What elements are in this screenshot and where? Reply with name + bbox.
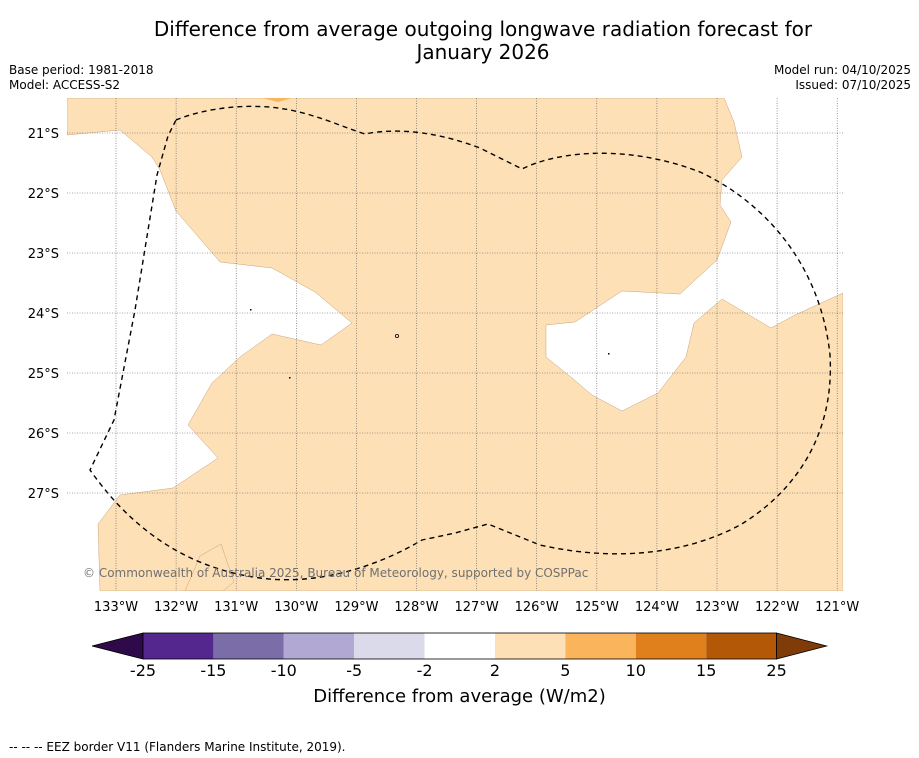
colorbar-tick-label: 25 (766, 661, 787, 680)
small-dots (250, 309, 610, 379)
lon-label: 133°W (94, 600, 138, 615)
colorbar-segment (213, 633, 284, 659)
lat-label: 23°S (28, 247, 59, 262)
colorbar-segment (706, 633, 777, 659)
lat-label: 27°S (28, 487, 59, 502)
latitude-labels: 21°S 22°S 23°S 24°S 25°S 26°S 27°S (28, 127, 59, 502)
model-name: Model: ACCESS-S2 (9, 78, 121, 92)
issued-date: Issued: 07/10/2025 (795, 78, 911, 92)
lon-label: 124°W (635, 600, 679, 615)
title-line-2: January 2026 (416, 40, 550, 64)
colorbar (91, 632, 829, 660)
title-line-1: Difference from average outgoing longwav… (153, 17, 813, 41)
model-run: Model run: 04/10/2025 (773, 63, 911, 77)
lon-label: 129°W (334, 600, 378, 615)
chart-title: Difference from average outgoing longwav… (0, 18, 919, 64)
colorbar-tick-label: 15 (696, 661, 717, 680)
orange-patch (262, 98, 292, 102)
lon-label: 123°W (695, 600, 739, 615)
eez-border (89, 105, 832, 581)
colorbar-segment (283, 633, 355, 659)
lat-label: 26°S (28, 427, 59, 442)
light-orange-region (67, 98, 843, 591)
colorbar-segment (495, 633, 566, 659)
map-gridlines (67, 98, 843, 591)
colorbar-outline (142, 632, 777, 660)
lon-label: 121°W (815, 600, 859, 615)
colorbar-tick-label: -5 (346, 661, 363, 680)
colorbar-title: Difference from average (W/m2) (313, 686, 606, 707)
lat-label: 25°S (28, 367, 59, 382)
colorbar-tick-label: -15 (200, 661, 227, 680)
colorbar-tick-label: -2 (416, 661, 433, 680)
colorbar-segment (565, 633, 636, 659)
colorbar-extend-high (776, 632, 829, 660)
colorbar-tick-label: 10 (625, 661, 646, 680)
lat-label: 22°S (28, 187, 59, 202)
colorbar-tick-label: 5 (560, 661, 571, 680)
meta-left: Base period: 1981-2018 Model: ACCESS-S2 (9, 63, 154, 93)
lon-label: 126°W (515, 600, 559, 615)
colorbar-segment (354, 633, 425, 659)
colorbar-segment (424, 633, 495, 659)
map-area: © Commonwealth of Australia 2025, Bureau… (67, 98, 843, 591)
meta-right: Model run: 04/10/2025 Issued: 07/10/2025 (774, 63, 911, 93)
lon-label: 131°W (214, 600, 258, 615)
colorbar-tick-label: 2 (489, 661, 501, 680)
longitude-labels: 133°W 132°W 131°W 130°W 129°W 128°W 127°W 126°W… (94, 600, 860, 615)
colorbar-tick-label: -10 (270, 661, 297, 680)
lon-label: 130°W (274, 600, 318, 615)
colorbar-extend-low (91, 632, 144, 660)
lon-label: 128°W (394, 600, 438, 615)
lat-label: 24°S (28, 307, 59, 322)
eez-legend-note: -- -- -- EEZ border V11 (Flanders Marine… (9, 740, 346, 754)
lon-label: 127°W (455, 600, 499, 615)
lat-label: 21°S (28, 127, 59, 142)
colorbar-segment (143, 633, 214, 659)
copyright-notice: © Commonwealth of Australia 2025, Bureau… (83, 566, 588, 580)
lon-label: 122°W (755, 600, 799, 615)
base-period: Base period: 1981-2018 (9, 63, 154, 77)
colorbar-segment (635, 633, 707, 659)
colorbar-tick-label: -25 (129, 661, 157, 680)
lon-label: 132°W (154, 600, 198, 615)
lon-label: 125°W (575, 600, 619, 615)
